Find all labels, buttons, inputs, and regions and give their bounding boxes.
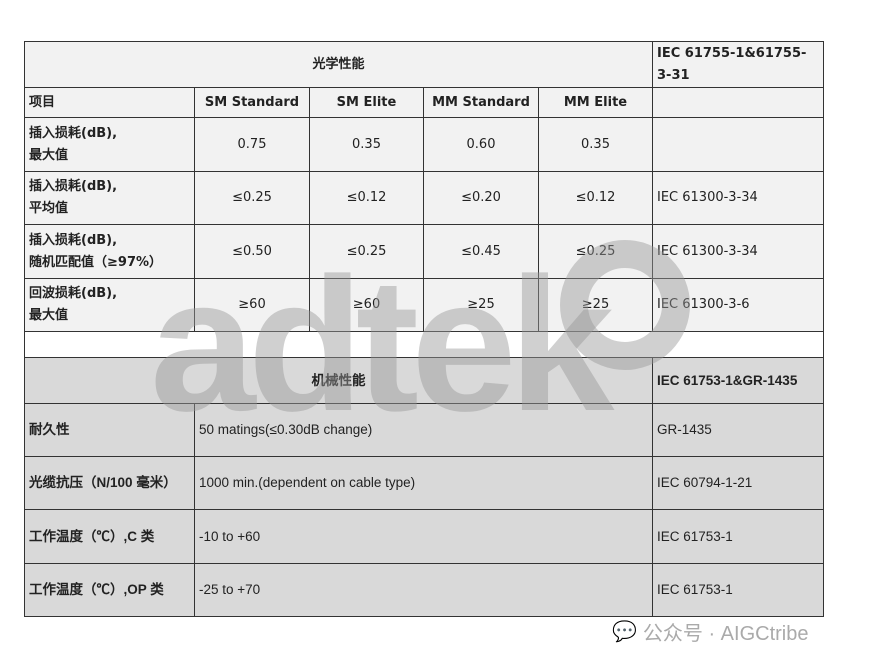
footer-watermark: 💬 公众号 · AIGCtribe xyxy=(612,617,808,646)
standard-cell xyxy=(652,117,824,172)
footer-text: 公众号 · AIGCtribe xyxy=(642,623,809,645)
optical-standard: IEC 61755-1&61755-3-31 xyxy=(652,41,824,88)
row-label: 插入损耗(dB), 随机匹配值（≥97%） xyxy=(24,224,195,279)
standard-cell: IEC 61753-1 xyxy=(652,563,824,617)
standard-cell: IEC 61300-3-34 xyxy=(652,171,824,225)
value-cell: ≤0.12 xyxy=(538,171,653,225)
row-label: 回波损耗(dB), 最大值 xyxy=(24,278,195,332)
value-cell: ≤0.50 xyxy=(194,224,310,279)
column-header: MM Standard xyxy=(423,87,539,118)
value-cell: ≥60 xyxy=(194,278,310,332)
standard-cell: IEC 61753-1 xyxy=(652,509,824,564)
value-cell: 0.75 xyxy=(194,117,310,172)
spacer-row xyxy=(24,331,824,358)
mechanical-title: 机械性能 xyxy=(24,357,653,404)
row-label: 工作温度（℃）,OP 类 xyxy=(24,563,195,617)
column-header: SM Standard xyxy=(194,87,310,118)
value-cell: ≤0.45 xyxy=(423,224,539,279)
standard-cell: IEC 60794-1-21 xyxy=(652,456,824,510)
row-label-line1: 回波损耗(dB), xyxy=(29,286,118,301)
row-label: 插入损耗(dB), 最大值 xyxy=(24,117,195,172)
row-label-line2: 随机匹配值（≥97%） xyxy=(29,254,163,270)
standard-cell: GR-1435 xyxy=(652,403,824,457)
row-label-line1: 插入损耗(dB), xyxy=(29,232,118,248)
standard-cell: IEC 61300-3-6 xyxy=(652,278,824,332)
value-cell: 0.60 xyxy=(423,117,539,172)
value-cell: -25 to +70 xyxy=(194,563,653,617)
value-cell: 0.35 xyxy=(309,117,424,172)
value-cell: ≤0.25 xyxy=(194,171,310,225)
value-cell: 50 matings(≤0.30dB change) xyxy=(194,403,653,457)
value-cell: 1000 min.(dependent on cable type) xyxy=(194,456,653,510)
row-label: 插入损耗(dB), 平均值 xyxy=(24,171,195,225)
row-label-line2: 最大值 xyxy=(29,308,69,323)
value-cell: -10 to +60 xyxy=(194,509,653,564)
value-cell: ≥25 xyxy=(538,278,653,332)
row-label-line2: 平均值 xyxy=(29,201,69,216)
wechat-icon: 💬 xyxy=(612,621,637,643)
row-label-line1: 插入损耗(dB), xyxy=(29,179,118,194)
value-cell: 0.35 xyxy=(538,117,653,172)
value-cell: ≤0.25 xyxy=(538,224,653,279)
row-label: 工作温度（℃）,C 类 xyxy=(24,509,195,564)
row-label-line1: 插入损耗(dB), xyxy=(29,125,118,141)
value-cell: ≥25 xyxy=(423,278,539,332)
column-header: MM Elite xyxy=(538,87,653,118)
value-cell: ≥60 xyxy=(309,278,424,332)
row-label-line2: 最大值 xyxy=(29,147,69,163)
mechanical-standard: IEC 61753-1&GR-1435 xyxy=(652,357,824,404)
value-cell: ≤0.12 xyxy=(309,171,424,225)
value-cell: ≤0.25 xyxy=(309,224,424,279)
optical-title: 光学性能 xyxy=(24,41,653,88)
standard-cell: IEC 61300-3-34 xyxy=(652,224,824,279)
row-label: 光缆抗压（N/100 毫米） xyxy=(24,456,195,510)
column-header xyxy=(652,87,824,118)
column-header: SM Elite xyxy=(309,87,424,118)
column-header: 项目 xyxy=(24,87,195,118)
value-cell: ≤0.20 xyxy=(423,171,539,225)
row-label: 耐久性 xyxy=(24,403,195,457)
